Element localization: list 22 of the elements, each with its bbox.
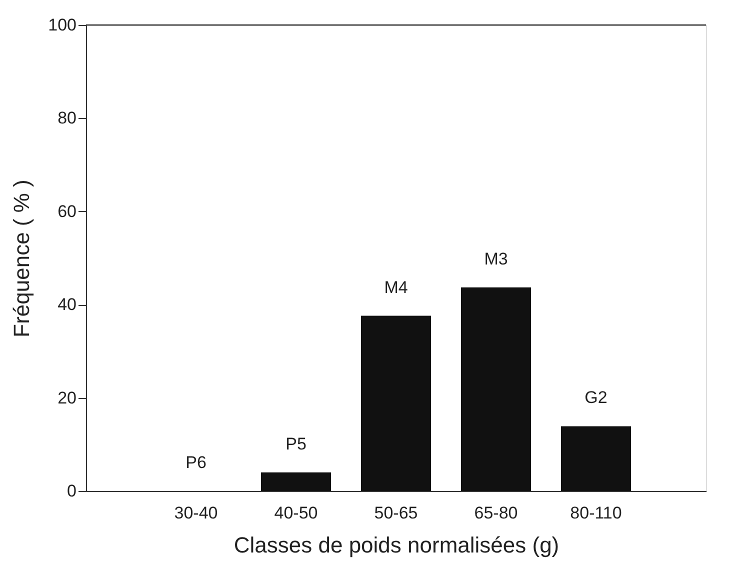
x-tick-label: 30-40 — [174, 504, 218, 522]
data-label: P5 — [286, 434, 306, 454]
y-tick-label: 100 — [48, 16, 76, 34]
bar — [361, 316, 431, 491]
y-tick-label: 60 — [58, 202, 76, 221]
data-label: M3 — [484, 249, 508, 268]
bar — [461, 287, 531, 491]
y-tick-label: 0 — [67, 482, 76, 500]
x-axis-title: Classes de poids normalisées (g) — [234, 532, 560, 558]
y-axis-title: Fréquence ( % ) — [9, 180, 34, 338]
data-label: G2 — [584, 388, 608, 408]
bar — [261, 472, 331, 491]
data-label: P6 — [186, 453, 206, 472]
bar — [561, 426, 631, 491]
y-tick-label: 80 — [58, 108, 76, 128]
x-tick-label: 50-65 — [374, 504, 418, 522]
y-tick-label: 40 — [58, 295, 76, 314]
data-label: M4 — [384, 278, 408, 297]
x-tick-label: 80-110 — [570, 504, 622, 522]
x-tick-label: 65-80 — [474, 504, 518, 522]
x-tick-label: 40-50 — [274, 504, 318, 522]
y-tick-label: 20 — [58, 388, 76, 408]
